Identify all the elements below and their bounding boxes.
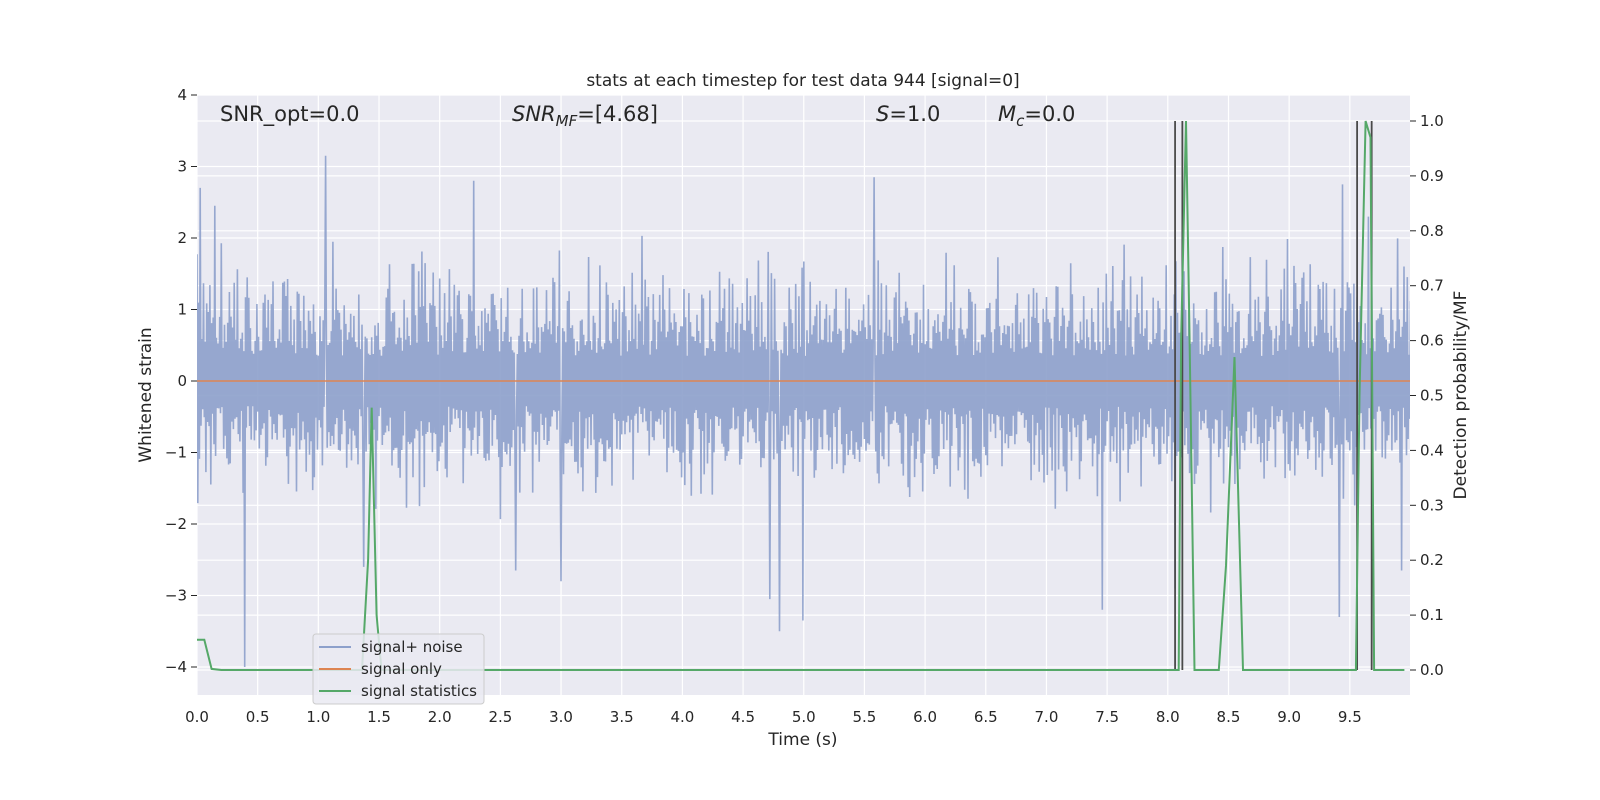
y2-tick-label: 0.4 <box>1420 441 1444 459</box>
legend-label-stats: signal statistics <box>361 682 477 700</box>
y-tick-label: −2 <box>165 515 187 533</box>
x-tick-label: 7.5 <box>1095 708 1119 726</box>
x-tick-label: 4.5 <box>731 708 755 726</box>
y-tick-label: −4 <box>165 658 187 676</box>
y-axis-ticks: 4 3 2 1 0 −1 −2 −3 −4 <box>165 86 197 676</box>
x-tick-label: 0.5 <box>246 708 270 726</box>
x-tick-label: 2.0 <box>428 708 452 726</box>
x-tick-label: 2.5 <box>488 708 512 726</box>
y2-tick-label: 1.0 <box>1420 112 1444 130</box>
y2-tick-label: 0.9 <box>1420 167 1444 185</box>
x-tick-label: 5.0 <box>792 708 816 726</box>
y-tick-label: 0 <box>177 372 187 390</box>
annotation-mc: Mc=0.0 <box>998 102 1075 130</box>
y2-tick-label: 0.1 <box>1420 606 1444 624</box>
annotation-snr-mf: SNRMF=[4.68] <box>512 102 658 130</box>
y-tick-label: 4 <box>177 86 187 104</box>
noise-line <box>197 155 1410 668</box>
x-tick-label: 3.5 <box>610 708 634 726</box>
y2-tick-label: 0.3 <box>1420 496 1444 514</box>
annotation-snr-opt: SNR_opt=0.0 <box>220 102 360 127</box>
x-tick-label: 5.5 <box>852 708 876 726</box>
annotation-s: S=1.0 <box>876 102 940 126</box>
legend-box <box>312 633 485 705</box>
legend: signal+ noise signal only signal statist… <box>312 633 485 705</box>
x-tick-label: 1.5 <box>367 708 391 726</box>
x-tick-label: 9.0 <box>1277 708 1301 726</box>
y-axis-label: Whitened strain <box>136 327 156 462</box>
legend-label-noise: signal+ noise <box>361 638 463 656</box>
x-tick-label: 8.0 <box>1156 708 1180 726</box>
y2-tick-label: 0.0 <box>1420 661 1444 679</box>
x-tick-label: 6.5 <box>974 708 998 726</box>
x-tick-label: 3.0 <box>549 708 573 726</box>
x-axis-label: Time (s) <box>767 730 837 750</box>
y2-tick-label: 0.6 <box>1420 332 1444 350</box>
y2-tick-label: 0.2 <box>1420 551 1444 569</box>
y2-tick-label: 0.5 <box>1420 387 1444 405</box>
x-tick-label: 9.5 <box>1338 708 1362 726</box>
signal-plus-noise-series <box>197 155 1410 668</box>
x-tick-label: 0.0 <box>185 708 209 726</box>
y2-axis-label: Detection probability/MF <box>1451 291 1471 500</box>
y2-tick-label: 0.8 <box>1420 222 1444 240</box>
y-tick-label: −1 <box>165 444 187 462</box>
y-tick-label: 1 <box>177 301 187 319</box>
y2-axis-ticks: 1.0 0.9 0.8 0.7 0.6 0.5 0.4 0.3 0.2 0.1 0.0 <box>1410 112 1444 679</box>
legend-label-signal: signal only <box>361 660 442 678</box>
y-tick-label: 3 <box>177 158 187 176</box>
annotations: SNR_opt=0.0 SNRMF=[4.68] S=1.0 Mc=0.0 <box>220 102 1075 130</box>
y2-tick-label: 0.7 <box>1420 277 1444 295</box>
chart-title: stats at each timestep for test data 944… <box>586 71 1019 91</box>
x-tick-label: 4.0 <box>670 708 694 726</box>
y-tick-label: −3 <box>165 587 187 605</box>
x-axis-ticks: 0.0 0.5 1.0 1.5 2.0 2.5 3.0 3.5 4.0 4.5 5.0 5.5 6.0 6… <box>185 708 1362 726</box>
x-tick-label: 7.0 <box>1035 708 1059 726</box>
x-tick-label: 1.0 <box>306 708 330 726</box>
x-tick-label: 8.5 <box>1217 708 1241 726</box>
y-tick-label: 2 <box>177 229 187 247</box>
x-tick-label: 6.0 <box>913 708 937 726</box>
